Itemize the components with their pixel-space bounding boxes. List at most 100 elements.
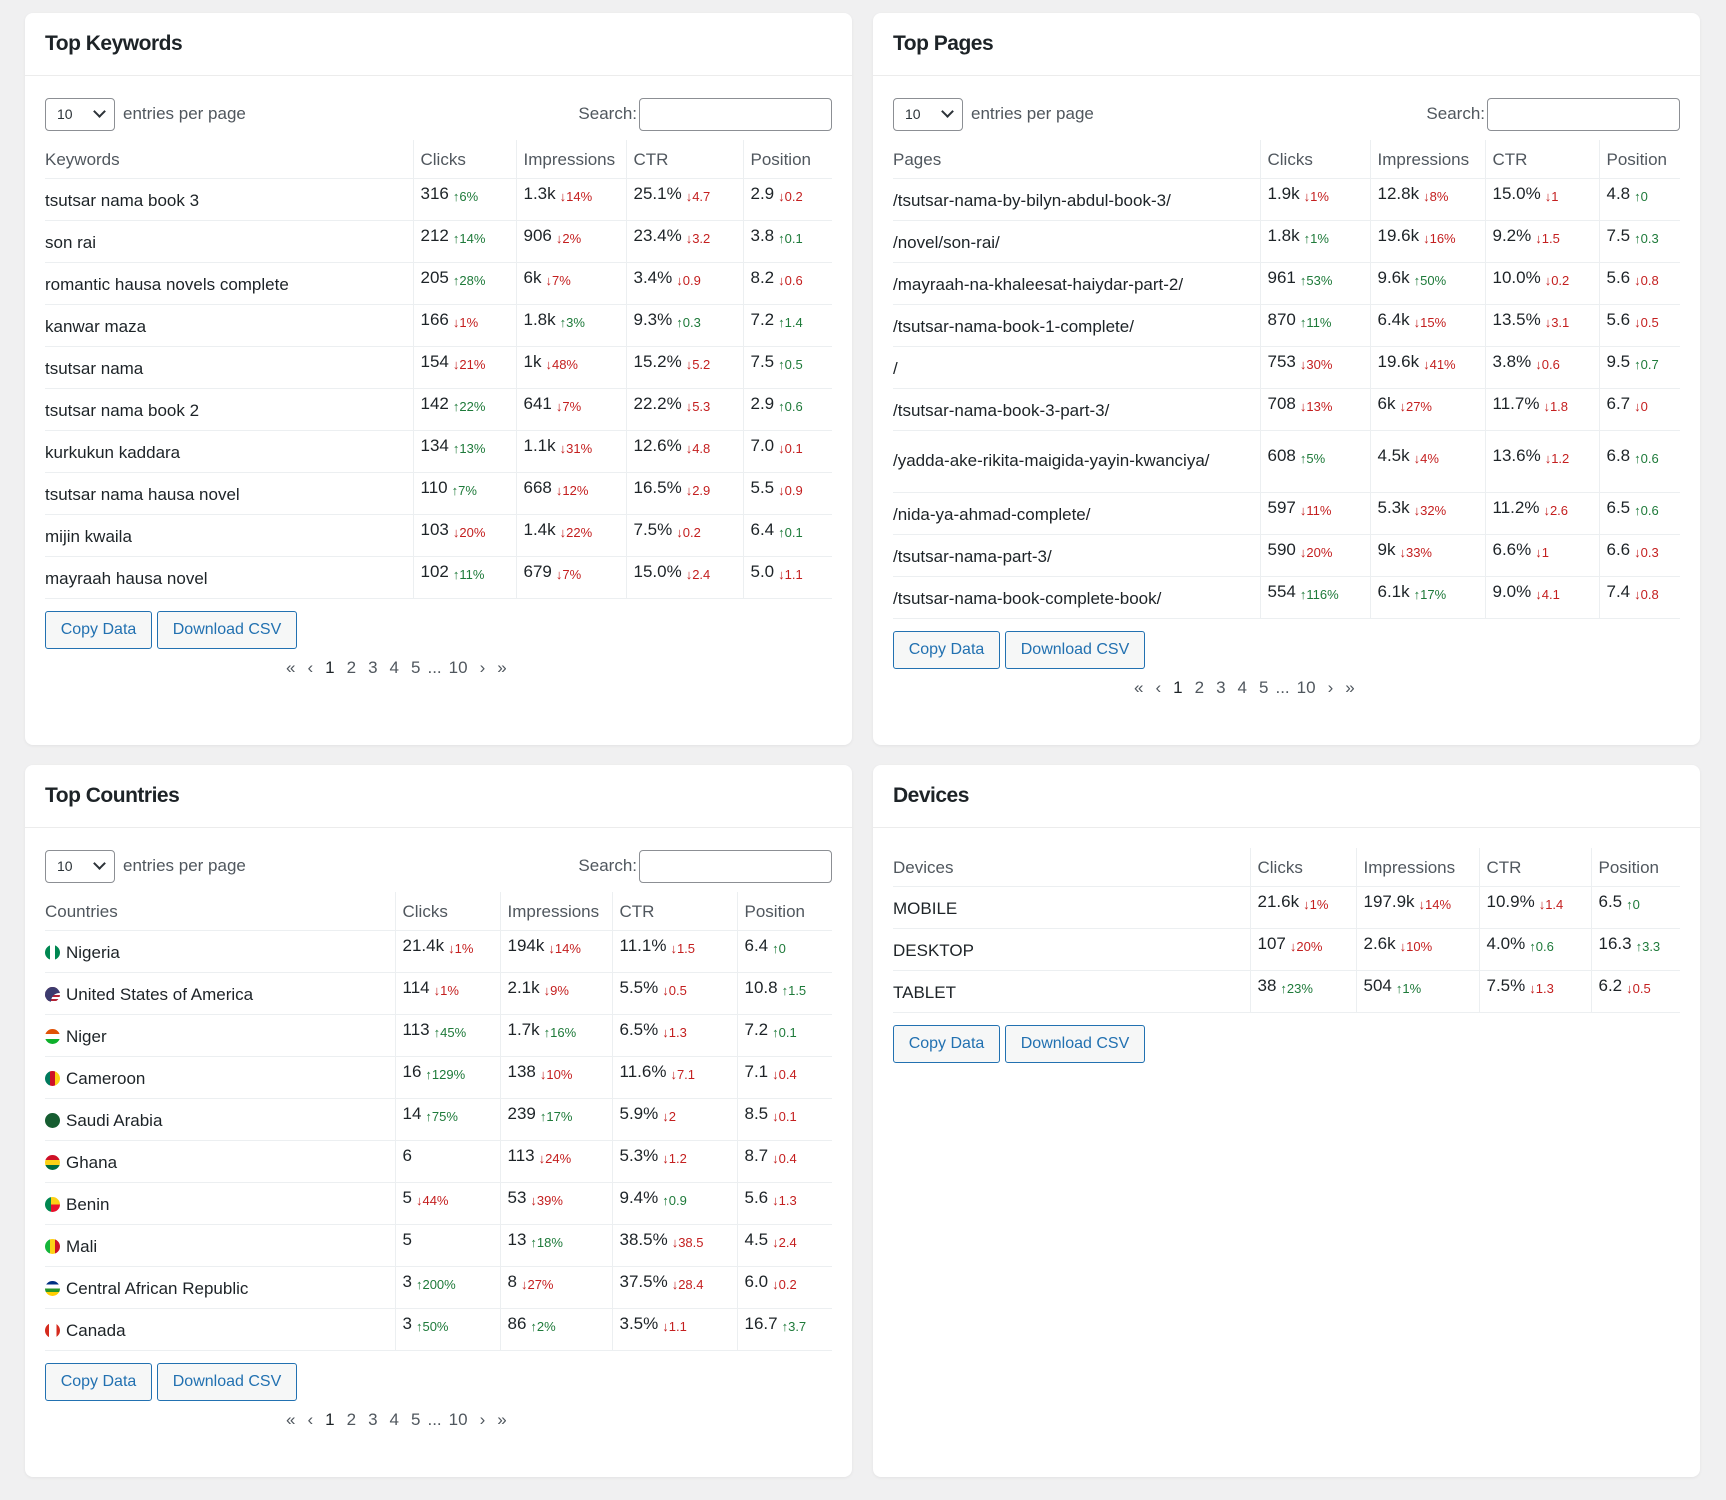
- metric-value: 15.2%: [633, 352, 682, 371]
- page-link[interactable]: 3: [368, 1409, 378, 1429]
- delta-up: ↑129%: [425, 1067, 466, 1082]
- column-header[interactable]: Position: [736, 892, 832, 931]
- column-header[interactable]: Clicks: [1259, 140, 1370, 179]
- column-header[interactable]: Clicks: [1249, 848, 1356, 887]
- search-input[interactable]: [1487, 97, 1680, 131]
- metric: 86 ↑2%: [508, 1314, 556, 1334]
- page-link[interactable]: ‹: [307, 1409, 314, 1429]
- page-link[interactable]: ‹: [1155, 677, 1162, 697]
- ctr-cell: 3.4% ↓0.9: [625, 262, 743, 305]
- search-input[interactable]: [639, 97, 832, 131]
- column-header[interactable]: CTR: [611, 892, 737, 931]
- pos-cell: 7.2 ↑1.4: [742, 304, 832, 347]
- metric: 2.1k ↓9%: [508, 978, 569, 998]
- page-link[interactable]: ‹: [307, 657, 314, 677]
- page-link[interactable]: «: [1134, 677, 1144, 697]
- page-link[interactable]: 3: [1216, 677, 1226, 697]
- page-link[interactable]: »: [497, 657, 507, 677]
- page-link[interactable]: 10: [448, 657, 468, 677]
- column-header[interactable]: Impressions: [499, 892, 612, 931]
- copy-data-button[interactable]: Copy Data: [893, 630, 1000, 669]
- imp-cell: 668 ↓12%: [515, 472, 626, 515]
- search-input[interactable]: [639, 849, 832, 883]
- page-link[interactable]: »: [497, 1409, 507, 1429]
- copy-data-button[interactable]: Copy Data: [45, 610, 152, 649]
- page-link[interactable]: 1: [325, 657, 335, 677]
- page-link[interactable]: 5: [1259, 677, 1269, 697]
- download-csv-button[interactable]: Download CSV: [157, 610, 297, 649]
- panel-title: Top Keywords: [45, 32, 183, 55]
- page-link[interactable]: 2: [1194, 677, 1205, 697]
- metric: 6.4k ↓15%: [1378, 310, 1447, 330]
- metric: 197.9k ↓14%: [1364, 892, 1452, 912]
- pos-cell: 6.4 ↑0.1: [742, 514, 832, 557]
- page-link[interactable]: 1: [325, 1409, 335, 1429]
- page-link[interactable]: «: [286, 1409, 296, 1429]
- metric: 316 ↑6%: [421, 184, 479, 204]
- metric-value: 16.5%: [633, 478, 682, 497]
- page-link[interactable]: 5: [411, 1409, 421, 1429]
- metric: 597 ↓11%: [1268, 498, 1332, 518]
- copy-data-button[interactable]: Copy Data: [45, 1362, 152, 1401]
- column-header[interactable]: Position: [742, 140, 832, 179]
- column-header[interactable]: Devices: [893, 848, 1250, 887]
- column-header[interactable]: Impressions: [515, 140, 626, 179]
- imp-cell: 8 ↓27%: [499, 1266, 612, 1309]
- column-header[interactable]: Keywords: [45, 140, 413, 179]
- metric: 7.5 ↑0.5: [751, 352, 803, 372]
- copy-data-button[interactable]: Copy Data: [893, 1024, 1000, 1063]
- page-link[interactable]: 10: [448, 1409, 468, 1429]
- download-csv-button[interactable]: Download CSV: [1005, 630, 1145, 669]
- metric-value: 5: [402, 1188, 412, 1207]
- row-label: /tsutsar-nama-book-1-complete/: [893, 317, 1134, 336]
- column-header[interactable]: Pages: [893, 140, 1260, 179]
- page-link[interactable]: ›: [479, 657, 486, 677]
- page-link[interactable]: 5: [411, 657, 421, 677]
- download-csv-button[interactable]: Download CSV: [1005, 1024, 1145, 1063]
- metric-value: 597: [1267, 498, 1296, 517]
- page-link[interactable]: 4: [389, 1409, 400, 1429]
- entries-select[interactable]: 10: [45, 97, 115, 131]
- column-header[interactable]: Clicks: [412, 140, 516, 179]
- column-header[interactable]: Countries: [45, 892, 395, 931]
- column-header[interactable]: CTR: [625, 140, 743, 179]
- metric: 11.2% ↓2.6: [1493, 498, 1569, 518]
- metric: 166 ↓1%: [421, 310, 479, 330]
- delta-up: ↑75%: [425, 1109, 458, 1124]
- clicks-cell: 212 ↑14%: [412, 220, 516, 263]
- page-link[interactable]: 1: [1173, 677, 1183, 697]
- column-header[interactable]: Position: [1598, 140, 1680, 179]
- metric: 16.3 ↑3.3: [1599, 934, 1661, 954]
- page-link[interactable]: ›: [1327, 677, 1334, 697]
- imp-cell: 19.6k ↓16%: [1369, 220, 1485, 263]
- metric: 679 ↓7%: [524, 562, 582, 582]
- row-label: /tsutsar-nama-part-3/: [893, 547, 1052, 566]
- metric: 1.7k ↑16%: [508, 1020, 577, 1040]
- page-link[interactable]: «: [286, 657, 296, 677]
- page-link[interactable]: 2: [346, 1409, 357, 1429]
- page-link[interactable]: »: [1345, 677, 1355, 697]
- entries-select[interactable]: 10: [893, 97, 963, 131]
- metric: 138 ↓10%: [508, 1062, 573, 1082]
- entries-select[interactable]: 10: [45, 849, 115, 883]
- table-row: /yadda-ake-rikita-maigida-yayin-kwanciya…: [893, 430, 1680, 493]
- page-link[interactable]: 2: [346, 657, 357, 677]
- page-link[interactable]: 3: [368, 657, 378, 677]
- metric: 22.2% ↓5.3: [634, 394, 711, 414]
- metric-value: 11.2%: [1492, 498, 1540, 517]
- pos-cell: 6.8 ↑0.6: [1598, 430, 1680, 493]
- entries-per-page: 10 entries per page: [45, 97, 246, 131]
- column-header[interactable]: Clicks: [394, 892, 500, 931]
- column-header[interactable]: Impressions: [1355, 848, 1479, 887]
- download-csv-button[interactable]: Download CSV: [157, 1362, 297, 1401]
- delta-down: ↓9%: [543, 983, 569, 998]
- pagination: « ‹ 1 2 3 4 5... 10 › »: [893, 673, 1680, 703]
- column-header[interactable]: CTR: [1484, 140, 1599, 179]
- column-header[interactable]: CTR: [1478, 848, 1591, 887]
- page-link[interactable]: 4: [389, 657, 400, 677]
- page-link[interactable]: 10: [1296, 677, 1316, 697]
- column-header[interactable]: Impressions: [1369, 140, 1485, 179]
- page-link[interactable]: ›: [479, 1409, 486, 1429]
- page-link[interactable]: 4: [1237, 677, 1248, 697]
- column-header[interactable]: Position: [1590, 848, 1680, 887]
